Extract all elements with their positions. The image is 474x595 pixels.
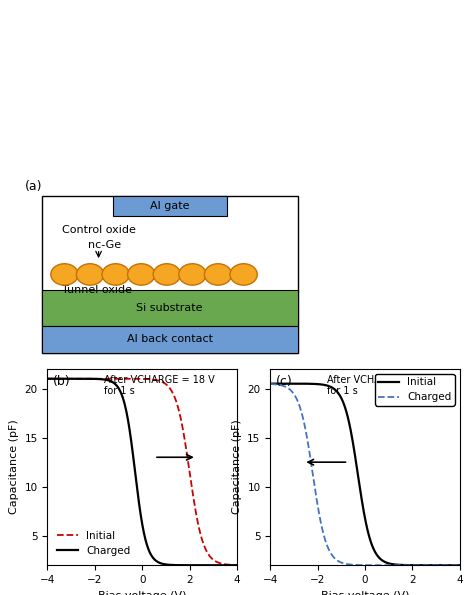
Circle shape [51,264,78,285]
X-axis label: Bias voltage (V): Bias voltage (V) [98,590,186,595]
Text: Al gate: Al gate [150,201,190,211]
Text: Al back contact: Al back contact [127,334,213,344]
Charged [229,562,235,569]
Circle shape [230,264,257,285]
Text: After VCHARGE = 18 V
for 1 s: After VCHARGE = 18 V for 1 s [104,375,215,396]
Initial [423,562,428,569]
Charged [370,562,375,569]
Line: Initial: Initial [270,384,460,565]
Charged [380,562,386,569]
Charged [357,562,363,569]
Text: Tunnel oxide: Tunnel oxide [62,285,132,295]
Text: Control oxide: Control oxide [62,225,136,235]
Text: nc-Ge: nc-Ge [88,240,121,250]
Circle shape [102,264,129,285]
Initial [229,561,235,568]
Initial [200,538,206,546]
Initial [147,375,153,383]
Text: Si substrate: Si substrate [137,303,203,313]
Bar [42,196,298,352]
Initial [358,494,364,501]
Charged [147,549,153,556]
Circle shape [204,264,232,285]
Initial [135,375,140,383]
Initial [457,562,463,569]
X-axis label: Bias voltage (V): Bias voltage (V) [321,590,409,595]
Initial [357,487,363,494]
Charged [423,562,428,569]
Circle shape [128,264,155,285]
Charged [45,375,50,383]
Bar [42,290,298,325]
Text: After VCHARGE = −18 V
for 1 s: After VCHARGE = −18 V for 1 s [327,375,446,396]
Circle shape [179,264,206,285]
Legend: Initial, Charged: Initial, Charged [375,374,455,406]
Legend: Initial, Charged: Initial, Charged [53,527,134,560]
Charged [358,562,364,569]
Charged [136,496,141,503]
Charged [200,562,206,569]
Line: Charged: Charged [270,384,460,565]
Initial [452,562,458,569]
Y-axis label: Capacitance (pF): Capacitance (pF) [9,419,19,515]
Charged [135,488,140,495]
Charged [457,562,463,569]
Initial [45,375,50,383]
Charged [452,562,458,569]
Initial [157,378,163,385]
Bar [113,196,227,217]
Circle shape [153,264,181,285]
Initial [267,380,273,387]
Charged [234,562,240,569]
Initial [370,544,375,551]
Initial [136,375,141,383]
Circle shape [76,264,104,285]
Text: (c): (c) [276,375,292,388]
Initial [380,558,386,565]
Charged [267,380,273,387]
Bar [42,325,298,352]
Text: (b): (b) [53,375,71,388]
Line: Initial: Initial [47,379,237,565]
Line: Charged: Charged [47,379,237,565]
Charged [157,559,163,566]
Initial [234,562,240,569]
Text: (a): (a) [25,180,42,193]
Y-axis label: Capacitance (pF): Capacitance (pF) [232,419,242,515]
